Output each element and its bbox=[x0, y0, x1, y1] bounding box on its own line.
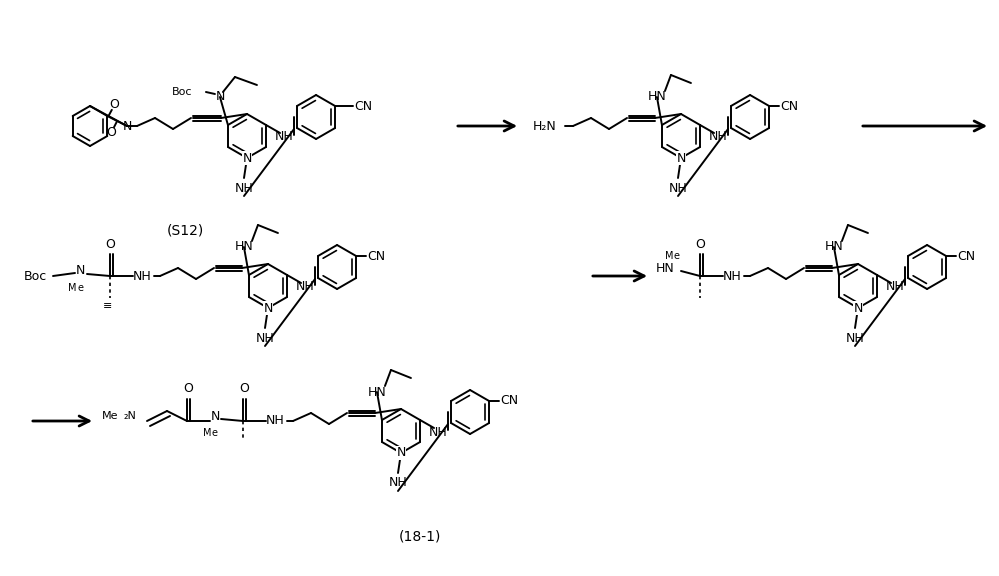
Text: e: e bbox=[673, 251, 679, 261]
Text: N: N bbox=[264, 301, 273, 314]
Text: H₂N: H₂N bbox=[533, 119, 556, 132]
Text: HN: HN bbox=[655, 262, 674, 275]
Text: O: O bbox=[105, 237, 115, 251]
Text: N: N bbox=[676, 151, 685, 165]
Text: (18-1): (18-1) bbox=[399, 529, 442, 543]
Text: NH: NH bbox=[668, 181, 687, 195]
Text: N: N bbox=[243, 151, 252, 165]
Text: CN: CN bbox=[367, 249, 386, 263]
Text: NH: NH bbox=[429, 426, 448, 438]
Text: ₂N: ₂N bbox=[124, 411, 137, 421]
Text: N: N bbox=[211, 411, 220, 423]
Text: NH: NH bbox=[708, 131, 727, 143]
Text: HN: HN bbox=[824, 241, 843, 253]
Text: NH: NH bbox=[235, 181, 254, 195]
Text: M: M bbox=[68, 283, 76, 293]
Text: M: M bbox=[664, 251, 673, 261]
Text: Boc: Boc bbox=[23, 270, 47, 282]
Text: e: e bbox=[212, 428, 218, 438]
Text: CN: CN bbox=[354, 100, 373, 112]
Text: HN: HN bbox=[235, 241, 254, 253]
Text: O: O bbox=[695, 237, 705, 251]
Text: (S12): (S12) bbox=[167, 223, 204, 237]
Text: HN: HN bbox=[647, 90, 666, 104]
Text: N: N bbox=[397, 446, 406, 460]
Text: NH: NH bbox=[256, 332, 275, 344]
Text: O: O bbox=[110, 98, 120, 111]
Text: CN: CN bbox=[957, 249, 975, 263]
Text: NH: NH bbox=[133, 270, 152, 282]
Text: Me: Me bbox=[102, 411, 118, 421]
Text: N: N bbox=[122, 119, 132, 132]
Text: HN: HN bbox=[368, 385, 387, 399]
Text: NH: NH bbox=[389, 476, 408, 490]
Text: e: e bbox=[77, 283, 83, 293]
Text: N: N bbox=[215, 90, 225, 104]
Text: CN: CN bbox=[780, 100, 798, 112]
Text: NH: NH bbox=[845, 332, 864, 344]
Text: N: N bbox=[853, 301, 863, 314]
Text: NH: NH bbox=[296, 281, 315, 294]
Text: CN: CN bbox=[500, 395, 518, 407]
Text: ≡: ≡ bbox=[103, 301, 113, 311]
Text: O: O bbox=[107, 126, 117, 139]
Text: N: N bbox=[75, 264, 85, 278]
Text: O: O bbox=[183, 382, 193, 396]
Text: O: O bbox=[239, 382, 249, 396]
Text: M: M bbox=[203, 428, 211, 438]
Text: Boc: Boc bbox=[172, 87, 192, 97]
Text: NH: NH bbox=[275, 131, 294, 143]
Text: NH: NH bbox=[722, 270, 741, 282]
Text: NH: NH bbox=[266, 415, 285, 427]
Text: NH: NH bbox=[886, 281, 904, 294]
